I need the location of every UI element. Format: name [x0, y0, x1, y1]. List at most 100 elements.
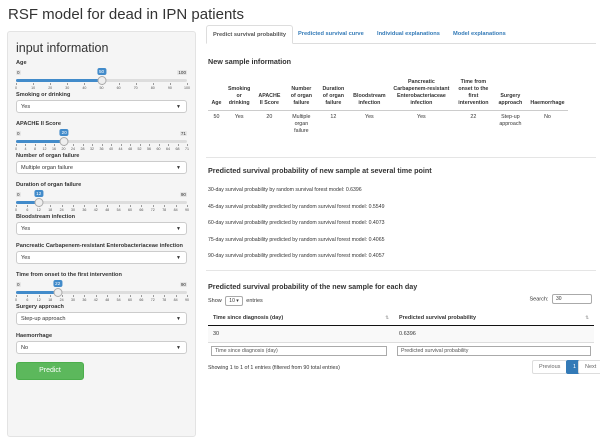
age-slider[interactable]: 0 100 0 10 20 30 40 50 60 70 80 90 100 50 [15, 66, 190, 92]
slider-handle[interactable] [59, 137, 69, 146]
slider-tick-label: 40 [109, 147, 113, 151]
entries-select[interactable]: 10 ▾ [225, 296, 243, 306]
slider-tick-label: 12 [36, 298, 41, 302]
slider-fill [16, 140, 65, 143]
slider-tick-label: 71 [185, 147, 189, 151]
cell-time-onset: 22 [470, 114, 477, 120]
slider-tick [38, 295, 40, 297]
slider-tick-label: 32 [89, 147, 94, 151]
slider-tick [187, 144, 188, 146]
column-header-probability[interactable]: Predicted survival probability ⇅ [394, 311, 594, 326]
slider-tick-label: 0 [15, 86, 17, 90]
slider-tick-label: 24 [71, 147, 75, 151]
chevron-down-icon: ▼ [176, 165, 181, 171]
slider-tick [107, 205, 109, 207]
column-header-probability-label: Predicted survival probability [399, 315, 477, 321]
sort-icon: ⇅ [585, 315, 589, 320]
apache-slider[interactable]: 0 71 0 4 8 12 16 20 24 28 32 36 40 44 48 52 56 60 64 68 71 20 [15, 127, 189, 153]
slider-tick-label: 60 [156, 147, 161, 151]
sort-icon: ⇅ [385, 315, 389, 320]
slider-value-label: 20 [59, 129, 69, 136]
organ-failure-select[interactable]: Multiple organ failure ▼ [16, 161, 187, 174]
header-duration: Duration of organ failure [317, 78, 350, 111]
header-smoking: Smoking or drinking [225, 78, 254, 111]
slider-tick [152, 205, 154, 207]
slider-track[interactable] [16, 140, 187, 143]
slider-tick [73, 205, 74, 207]
slider-tick-label: 72 [150, 208, 155, 212]
slider-value-label: 12 [34, 190, 44, 197]
slider-max-label: 90 [179, 282, 187, 287]
haemorrhage-label: Haemorrhage [16, 333, 53, 339]
tab-predicted-survival-curve[interactable]: Predicted survival curve [298, 31, 364, 37]
slider-tick [187, 295, 188, 297]
tab-individual-explanations[interactable]: Individual explanations [377, 31, 440, 37]
filter-time-input[interactable]: Time since diagnosis (day) [211, 346, 387, 356]
duration-slider[interactable]: 0 90 0 6 12 18 24 30 36 42 48 54 60 66 72 78 84 90 12 [15, 188, 189, 214]
slider-handle[interactable] [34, 198, 44, 207]
tab-predict-survival-probability[interactable]: Predict survival probability [206, 25, 294, 44]
time-onset-slider[interactable]: 0 90 0 6 12 18 24 30 36 42 48 54 60 66 72 78 84 90 22 [15, 278, 189, 304]
slider-tick [167, 144, 169, 146]
slider-tick [82, 144, 84, 146]
filter-probability-input[interactable]: Predicted survival probability [397, 346, 591, 356]
slider-tick [141, 205, 143, 207]
slider-tick-label: 48 [105, 208, 110, 212]
slider-tick [33, 83, 35, 85]
slider-fill [16, 201, 39, 204]
column-header-time-label: Time since diagnosis (day) [213, 315, 284, 321]
slider-tick [152, 295, 154, 297]
column-header-time[interactable]: Time since diagnosis (day) ⇅ [208, 311, 394, 326]
slider-tick-label: 4 [24, 147, 27, 151]
haemorrhage-select[interactable]: No ▼ [16, 341, 187, 354]
cell-time: 30 [208, 325, 394, 343]
slider-tick [16, 205, 17, 207]
slider-track[interactable] [16, 201, 187, 204]
chevron-down-icon: ▾ [236, 298, 239, 304]
slider-tick [73, 144, 74, 146]
previous-button[interactable]: Previous [532, 360, 568, 374]
cell-probability: 0.6396 [394, 325, 594, 343]
chevron-down-icon: ▼ [176, 255, 181, 261]
tab-model-explanations[interactable]: Model explanations [453, 31, 506, 37]
apache-label: APACHE II Score [16, 121, 61, 127]
slider-tick-label: 20 [61, 147, 66, 151]
header-bloodstream: Bloodstream infection [349, 78, 390, 111]
surgery-select[interactable]: Step-up approach ▼ [16, 312, 187, 325]
slider-tick-label: 60 [128, 208, 132, 212]
cell-smoking: Yes [234, 114, 244, 120]
organ-failure-label: Number of organ failure [16, 153, 80, 159]
slider-tick-label: 0 [15, 147, 17, 151]
next-button[interactable]: Next [578, 360, 600, 374]
slider-tick-label: 16 [51, 147, 56, 151]
slider-tick-label: 12 [36, 208, 41, 212]
header-time-onset: Time from onset to the first interventio… [453, 78, 494, 111]
header-haemorrhage: Haemorrhage [527, 78, 568, 111]
header-apache: APACHE II Score [253, 78, 286, 111]
slider-tick [61, 205, 63, 207]
new-sample-table: Age Smoking or drinking APACHE II Score … [208, 78, 568, 138]
slider-tick [16, 295, 17, 297]
survival-table: Time since diagnosis (day) ⇅ Predicted s… [208, 311, 594, 359]
header-pcre: Pancreatic Carbapenem-resistant Enteroba… [389, 78, 454, 111]
cell-surgery: Step-up approach [499, 114, 522, 127]
slider-fill [16, 79, 102, 82]
slider-handle[interactable] [97, 76, 106, 85]
cell-organ-failure: Multiple organ failure [292, 114, 311, 134]
pcre-select[interactable]: Yes ▼ [16, 251, 187, 264]
slider-tick [50, 295, 52, 297]
slider-tick [141, 295, 143, 297]
slider-track[interactable] [16, 291, 187, 294]
smoking-value: Yes [21, 104, 31, 110]
slider-tick [27, 295, 29, 297]
slider-tick-label: 84 [173, 298, 178, 302]
slider-tick-label: 84 [173, 208, 178, 212]
slider-handle[interactable] [53, 288, 63, 297]
predict-button[interactable]: Predict [16, 362, 84, 380]
smoking-select[interactable]: Yes ▼ [16, 100, 187, 113]
cell-duration: 12 [330, 114, 337, 120]
search-input[interactable]: 30 [552, 294, 592, 304]
slider-tick-label: 90 [185, 298, 189, 302]
slider-tick [67, 83, 69, 85]
bloodstream-select[interactable]: Yes ▼ [16, 222, 187, 235]
